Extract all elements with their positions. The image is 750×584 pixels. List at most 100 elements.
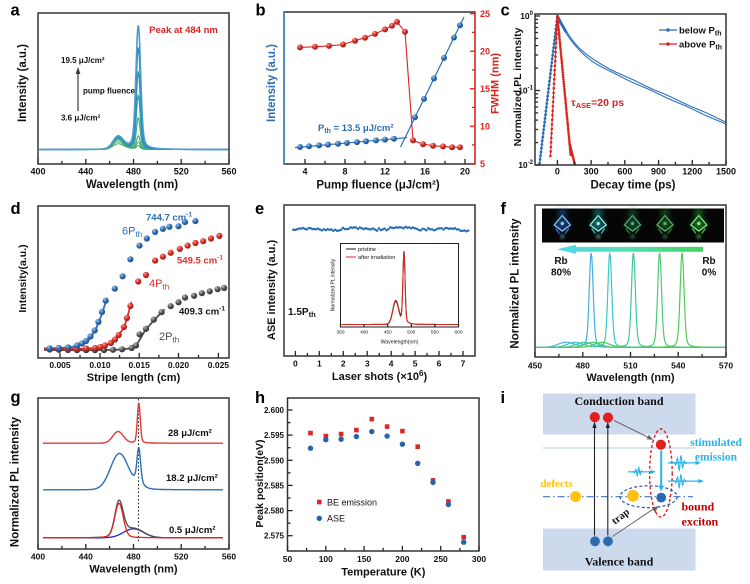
svg-text:20: 20 xyxy=(480,46,490,56)
svg-text:100: 100 xyxy=(319,554,333,564)
svg-text:h: h xyxy=(255,389,265,407)
svg-text:a: a xyxy=(11,2,21,20)
svg-text:Decay time (ps): Decay time (ps) xyxy=(590,180,675,192)
svg-text:Valence band: Valence band xyxy=(585,555,654,569)
svg-text:Normalized PL intensity: Normalized PL intensity xyxy=(512,27,524,146)
svg-text:549.5 cm-1: 549.5 cm-1 xyxy=(177,255,223,267)
svg-text:Intensity (a.u.): Intensity (a.u.) xyxy=(266,44,278,122)
svg-text:2.595: 2.595 xyxy=(264,431,285,440)
svg-text:Wavelength (nm): Wavelength (nm) xyxy=(586,372,675,384)
svg-text:540: 540 xyxy=(671,361,685,371)
svg-text:300: 300 xyxy=(472,554,486,564)
svg-text:0.025: 0.025 xyxy=(208,360,230,370)
svg-text:g: g xyxy=(11,389,21,407)
svg-text:Pth = 13.5 μJ/cm²: Pth = 13.5 μJ/cm² xyxy=(318,123,394,135)
svg-text:28 μJ/cm²: 28 μJ/cm² xyxy=(168,428,212,439)
svg-text:0.020: 0.020 xyxy=(168,360,190,370)
svg-text:409.3 cm-1: 409.3 cm-1 xyxy=(179,306,225,318)
svg-text:560: 560 xyxy=(221,167,236,177)
svg-text:4: 4 xyxy=(389,359,394,369)
svg-text:Rb: Rb xyxy=(702,256,715,267)
svg-text:400: 400 xyxy=(31,552,45,562)
svg-text:Wavelength (nm): Wavelength (nm) xyxy=(86,179,178,191)
svg-text:10-1: 10-1 xyxy=(518,86,533,96)
svg-text:Conduction band: Conduction band xyxy=(574,394,663,408)
svg-text:520: 520 xyxy=(174,552,188,562)
svg-text:18.2 μJ/cm²: 18.2 μJ/cm² xyxy=(166,473,218,484)
svg-text:6: 6 xyxy=(437,359,442,369)
svg-text:80%: 80% xyxy=(551,268,571,279)
svg-text:Intensity(a.u.): Intensity(a.u.) xyxy=(17,244,29,312)
svg-text:16: 16 xyxy=(420,167,430,177)
svg-text:0.005: 0.005 xyxy=(49,360,71,370)
svg-text:Peak at 484 nm: Peak at 484 nm xyxy=(149,25,218,36)
svg-text:0.010: 0.010 xyxy=(89,360,111,370)
svg-text:2.585: 2.585 xyxy=(264,481,285,490)
svg-text:Laser shots (×106): Laser shots (×106) xyxy=(332,369,428,383)
svg-text:450: 450 xyxy=(528,361,542,371)
svg-text:19.5 μJ/cm²: 19.5 μJ/cm² xyxy=(61,56,105,65)
svg-text:3.6 μJ/cm²: 3.6 μJ/cm² xyxy=(61,114,100,123)
svg-text:exciton: exciton xyxy=(682,515,719,529)
svg-text:5: 5 xyxy=(480,159,485,169)
svg-text:2: 2 xyxy=(341,359,346,369)
svg-text:0.015: 0.015 xyxy=(129,360,151,370)
svg-text:Normalized PL intensity: Normalized PL intensity xyxy=(510,218,522,349)
svg-text:2.580: 2.580 xyxy=(264,507,285,516)
svg-text:12: 12 xyxy=(380,167,390,177)
svg-text:5: 5 xyxy=(413,359,418,369)
svg-text:560: 560 xyxy=(222,552,236,562)
svg-text:e: e xyxy=(255,200,264,218)
svg-text:550: 550 xyxy=(431,330,439,336)
svg-text:440: 440 xyxy=(78,167,93,177)
svg-text:250: 250 xyxy=(434,554,448,564)
svg-text:600: 600 xyxy=(454,330,462,336)
svg-text:pump fluence: pump fluence xyxy=(83,87,136,96)
svg-text:480: 480 xyxy=(126,167,141,177)
svg-text:defects: defects xyxy=(540,478,573,490)
svg-text:10: 10 xyxy=(480,121,490,131)
svg-text:BE emission: BE emission xyxy=(327,498,377,508)
svg-text:400: 400 xyxy=(30,167,45,177)
svg-text:b: b xyxy=(256,2,266,20)
svg-text:τASE=20 ps: τASE=20 ps xyxy=(571,97,624,110)
svg-text:Wavelength(nm): Wavelength(nm) xyxy=(381,340,419,346)
svg-text:1500: 1500 xyxy=(716,167,736,177)
svg-text:Normalized PL intensity: Normalized PL intensity xyxy=(331,258,337,311)
svg-text:0: 0 xyxy=(293,359,298,369)
svg-text:600: 600 xyxy=(617,167,632,177)
svg-text:744.7 cm-1: 744.7 cm-1 xyxy=(146,212,192,224)
svg-text:900: 900 xyxy=(651,167,666,177)
svg-text:Pump fluence (μJ/cm²): Pump fluence (μJ/cm²) xyxy=(316,180,440,192)
svg-text:7: 7 xyxy=(461,359,466,369)
svg-text:10-2: 10-2 xyxy=(518,160,533,170)
svg-text:350: 350 xyxy=(336,330,344,336)
svg-text:f: f xyxy=(501,200,507,218)
svg-text:1200: 1200 xyxy=(682,167,702,177)
svg-text:2.575: 2.575 xyxy=(264,532,285,541)
svg-text:480: 480 xyxy=(126,552,140,562)
svg-text:3: 3 xyxy=(365,359,370,369)
svg-text:440: 440 xyxy=(79,552,93,562)
svg-text:emission: emission xyxy=(695,452,738,464)
svg-text:below Pth: below Pth xyxy=(679,26,722,38)
svg-text:Peak position(eV): Peak position(eV) xyxy=(254,439,266,527)
svg-text:bound: bound xyxy=(682,500,715,514)
svg-text:ASE: ASE xyxy=(327,514,345,524)
svg-text:500: 500 xyxy=(407,330,415,336)
svg-text:2.590: 2.590 xyxy=(264,456,285,465)
svg-text:after irradiation: after irradiation xyxy=(358,255,395,261)
svg-text:1: 1 xyxy=(317,359,322,369)
svg-text:i: i xyxy=(501,389,506,407)
svg-text:1.5Pth: 1.5Pth xyxy=(288,307,316,319)
svg-text:300: 300 xyxy=(584,167,599,177)
svg-text:FWHM (nm): FWHM (nm) xyxy=(490,53,502,114)
svg-text:Temperature (K): Temperature (K) xyxy=(341,567,425,579)
svg-text:0.5 μJ/cm²: 0.5 μJ/cm² xyxy=(169,525,215,536)
svg-text:ASE intensity (a.u.): ASE intensity (a.u.) xyxy=(266,240,278,341)
svg-text:20: 20 xyxy=(460,167,470,177)
svg-text:25: 25 xyxy=(480,9,490,19)
svg-text:50: 50 xyxy=(283,554,293,564)
svg-text:0: 0 xyxy=(555,167,560,177)
svg-text:510: 510 xyxy=(623,361,637,371)
